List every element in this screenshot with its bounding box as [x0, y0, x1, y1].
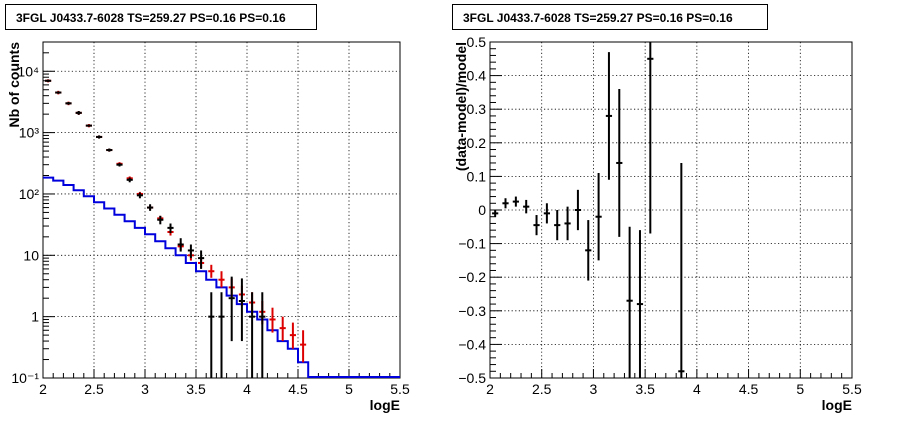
data-point: [106, 148, 113, 152]
residual-point: [585, 220, 592, 281]
counts-title: 3FGL J0433.7-6028 TS=259.27 PS=0.16 PS=0…: [5, 4, 317, 30]
residual-point: [564, 206, 571, 241]
data-point: [65, 102, 72, 105]
model-point: [289, 322, 296, 349]
y-tick-label: 0.1: [467, 168, 487, 184]
data-point: [96, 135, 103, 139]
y-tick-label: −0.2: [458, 269, 486, 285]
residual-point: [512, 196, 519, 207]
y-tick-label: −0.3: [458, 303, 486, 319]
data-point: [157, 215, 164, 225]
residual-point: [502, 198, 509, 209]
model-point: [300, 330, 307, 363]
x-tick-label: 3: [141, 381, 149, 397]
x-tick-label: 4: [243, 381, 251, 397]
data-point: [55, 91, 62, 94]
x-tick-label: 2.5: [84, 381, 104, 397]
x-tick-label: 5: [345, 381, 353, 397]
data-point: [228, 276, 235, 342]
data-point: [116, 162, 123, 167]
y-tick-label: 0: [478, 202, 486, 218]
data-point: [85, 124, 92, 127]
x-tick-label: 5.5: [390, 381, 410, 397]
residuals-title: 3FGL J0433.7-6028 TS=259.27 PS=0.16 PS=0…: [452, 4, 768, 30]
residual-point: [678, 162, 685, 378]
data-point: [238, 278, 245, 342]
x-tick-label: 3.5: [186, 381, 206, 397]
residual-point: [647, 42, 654, 234]
residual-point: [523, 199, 530, 214]
plot-area: [43, 79, 400, 378]
residuals-panel: 2 2.5 3 3.5 4 4.5 5 5.5 −0.5 −0.4 −0.3 −0.2 −0.1 0 0.1…: [453, 34, 862, 413]
y-tick-label: 0.2: [467, 135, 487, 151]
y-tick-label: 10: [23, 247, 39, 263]
y-axis-title: (data-model)/model: [453, 42, 469, 171]
x-tick-label: 4: [693, 381, 701, 397]
data-point: [208, 292, 215, 378]
y-tick-label: 10⁴: [17, 63, 39, 79]
x-tick-label: 4.5: [288, 381, 308, 397]
x-tick-label: 5.5: [842, 381, 862, 397]
residual-point: [605, 52, 613, 180]
y-tick-label: 10²: [19, 186, 40, 202]
data-point: [249, 292, 256, 378]
y-axis-title: Nb of counts: [6, 42, 22, 128]
residual-point: [574, 189, 582, 231]
data-point: [147, 204, 154, 211]
y-tick-label: −0.1: [458, 236, 486, 252]
x-tick-label: 2: [39, 381, 47, 397]
x-tick-label: 4.5: [739, 381, 759, 397]
y-tick-label: 1: [31, 309, 39, 325]
model-point: [218, 271, 225, 288]
counts-panel: 2 2.5 3 3.5 4 4.5 5 5.5 10⁻¹ 1 10 10² 10³ 10⁴ logE Nb o…: [6, 41, 410, 413]
x-tick-label: 3: [590, 381, 598, 397]
x-tick-label: 2.5: [532, 381, 552, 397]
data-point: [167, 223, 174, 234]
residual-point: [554, 210, 561, 241]
residual-point: [616, 89, 623, 237]
residual-point: [626, 226, 633, 378]
residual-point: [636, 230, 644, 378]
data-point: [198, 250, 205, 269]
x-tick-label: 3.5: [635, 381, 655, 397]
y-tick-label: −0.5: [458, 370, 486, 386]
data-point: [45, 79, 52, 82]
data-point: [177, 238, 184, 252]
x-tick-label: 5: [796, 381, 804, 397]
x-axis-title: logE: [370, 397, 400, 413]
residual-point: [543, 203, 550, 224]
y-tick-label: 10⁻¹: [11, 370, 39, 386]
residual-point: [492, 210, 499, 217]
plot-area: [492, 42, 685, 378]
data-point: [136, 192, 143, 199]
data-point: [259, 292, 266, 378]
y-tick-label: 0.4: [467, 68, 487, 84]
x-axis-title: logE: [822, 397, 852, 413]
data-point: [187, 244, 194, 259]
data-point: [126, 177, 133, 183]
residual-point: [533, 215, 540, 236]
y-tick-label: 0.5: [467, 34, 487, 50]
data-point: [75, 111, 82, 115]
residual-point: [595, 173, 602, 261]
y-tick-label: 10³: [19, 125, 40, 141]
model-point: [279, 316, 286, 342]
x-tick-label: 2: [486, 381, 494, 397]
y-tick-label: −0.4: [458, 336, 486, 352]
model-point: [269, 307, 276, 333]
model-histogram-line: [43, 176, 400, 378]
y-tick-label: 0.3: [467, 101, 487, 117]
model-point: [208, 264, 215, 278]
data-point: [218, 292, 225, 378]
